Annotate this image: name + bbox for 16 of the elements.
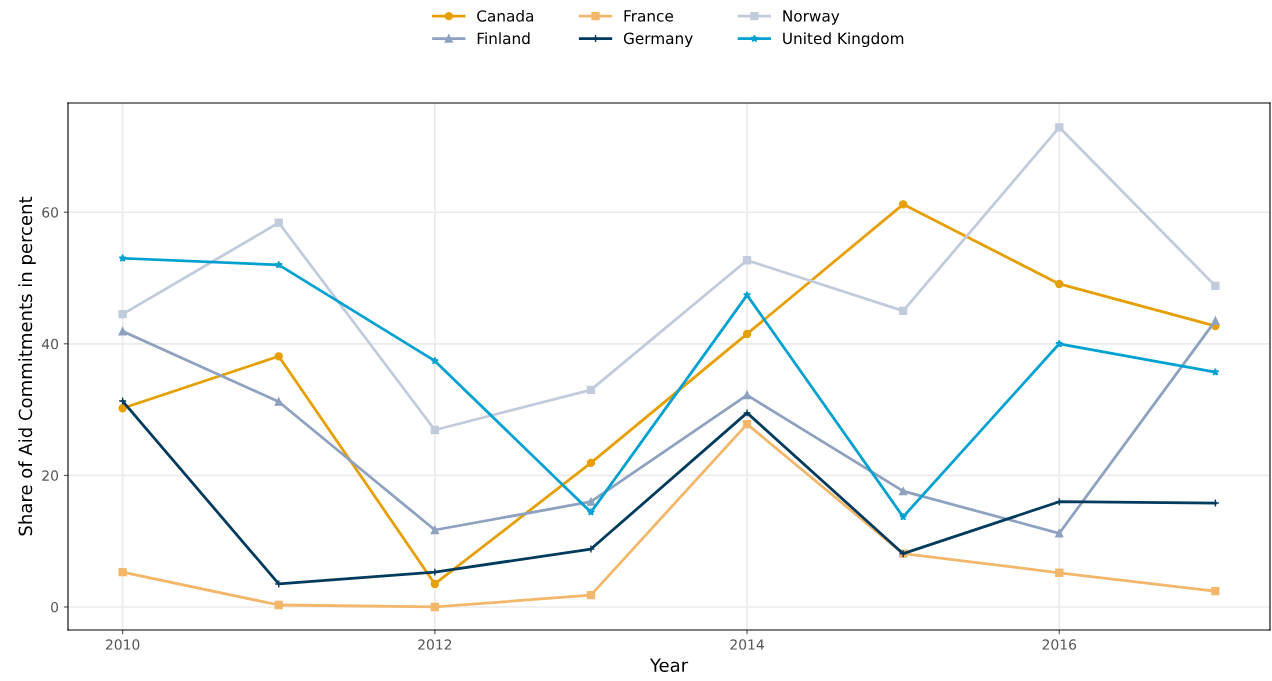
x-tick-label: 2014 xyxy=(730,639,764,650)
x-tick-label: 2012 xyxy=(418,639,452,650)
legend-label: France xyxy=(624,10,674,22)
y-tick-label: 40 xyxy=(41,338,59,350)
legend-label: United Kingdom xyxy=(783,32,904,48)
x-axis-title: Year xyxy=(649,658,689,672)
y-axis-title: Share of Aid Commitments in percent xyxy=(18,196,36,536)
legend-label: Germany xyxy=(623,32,693,48)
x-tick-label: 2010 xyxy=(105,639,140,650)
legend-label: Canada xyxy=(477,9,534,22)
x-tick-label: 2016 xyxy=(1042,639,1077,650)
y-tick-label: 60 xyxy=(42,207,59,218)
y-tick-label: 0 xyxy=(51,601,59,613)
legend-label: Norway xyxy=(783,10,840,25)
y-tick-label: 20 xyxy=(42,470,59,481)
legend-label: Finland xyxy=(477,32,530,45)
